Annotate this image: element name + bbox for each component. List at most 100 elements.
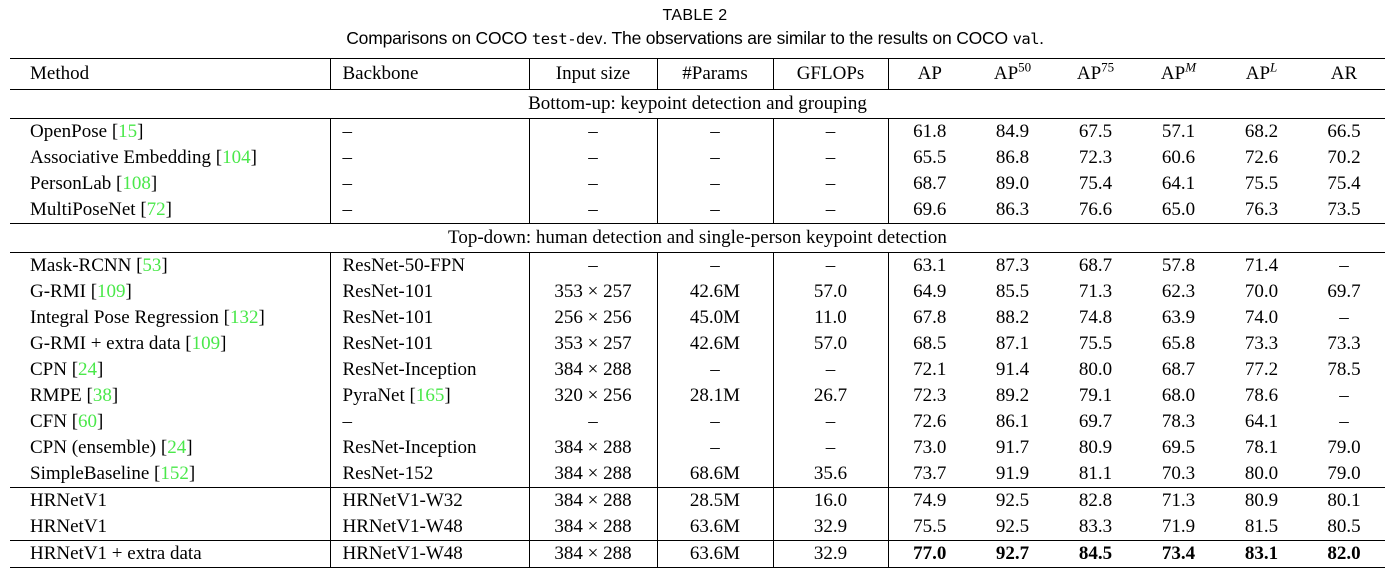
cell-input-size: – <box>529 252 658 279</box>
citation-link[interactable]: 109 <box>191 333 221 355</box>
citation-link[interactable]: 53 <box>142 255 162 277</box>
cell-metric: 71.3 <box>1137 487 1220 514</box>
backbone-name: ResNet-152 <box>342 463 434 485</box>
cell-metric: 89.0 <box>995 173 1030 195</box>
cell-params: 63.6M <box>657 514 774 541</box>
cell-metric: 82.8 <box>1054 487 1137 514</box>
method-name: G-RMI + extra data <box>30 333 181 355</box>
citation-link[interactable]: 38 <box>92 385 112 407</box>
cell-metric: 67.8 <box>913 307 947 329</box>
backbone-name: ResNet-101 <box>342 281 434 303</box>
cell-gflops: 32.9 <box>773 514 889 541</box>
cell-method: Integral Pose Regression [132] <box>10 305 331 331</box>
backbone-name: – <box>342 411 353 433</box>
cell-metric: 89.2 <box>995 385 1030 407</box>
cell-metric: 69.6 <box>913 199 947 221</box>
citation-link[interactable]: 24 <box>167 437 187 459</box>
cell-input-size: – <box>529 197 658 224</box>
citation-link[interactable]: 104 <box>222 147 251 169</box>
cell-metric: 66.5 <box>1303 118 1385 145</box>
cell-metric: 63.9 <box>1161 307 1196 329</box>
table-header: Method Backbone Input size #Params GFLOPs AP A… <box>10 58 1385 90</box>
cell-gflops: 57.0 <box>773 331 889 357</box>
citation-link[interactable]: 60 <box>78 411 98 433</box>
table-row: G-RMI + extra data [109] ResNet-101 353 × … <box>10 331 1385 357</box>
cell-gflops: 11.0 <box>773 305 889 331</box>
cell-metric: 70.3 <box>1161 463 1196 485</box>
cell-metric: 75.5 <box>1244 173 1279 195</box>
cell-params: 45.0M <box>657 305 774 331</box>
backbone-name: ResNet-50-FPN <box>342 255 465 277</box>
method-name: SimpleBaseline <box>30 463 150 485</box>
cell-metric: 64.9 <box>913 281 947 303</box>
cell-method: G-RMI [109] <box>10 279 331 305</box>
cell-metric: 91.9 <box>995 463 1030 485</box>
citation-link[interactable]: 152 <box>160 463 189 485</box>
cell-metric: 73.0 <box>913 437 947 459</box>
cell-metric: 73.3 <box>1244 333 1279 355</box>
cell-metric: 73.3 <box>1327 333 1361 355</box>
cell-metric: 76.3 <box>1244 199 1279 221</box>
cell-metric: 73.4 <box>1137 540 1220 568</box>
table-body: Bottom-up: keypoint detection and groupi… <box>10 89 1385 568</box>
method-name: HRNetV1 + extra data <box>30 543 202 565</box>
column-header: GFLOPs <box>773 58 889 90</box>
cell-metric: 87.3 <box>971 252 1054 279</box>
cell-params: – <box>657 252 774 279</box>
cell-backbone: – <box>330 118 530 145</box>
citation-link[interactable]: 24 <box>78 359 98 381</box>
cell-params: – <box>657 409 774 435</box>
column-header: Input size <box>529 58 658 90</box>
cell-gflops: 26.7 <box>773 383 889 409</box>
cell-backbone: PyraNet [165] <box>330 383 530 409</box>
cell-metric: 74.0 <box>1244 307 1279 329</box>
cell-gflops: – <box>773 357 889 383</box>
citation-link[interactable]: 108 <box>122 173 151 195</box>
table-row: CPN (ensemble) [24] ResNet-Inception 384 ×… <box>10 435 1385 461</box>
citation-link[interactable]: 15 <box>118 121 138 143</box>
cell-metric: 86.8 <box>995 147 1030 169</box>
cell-metric: 78.6 <box>1244 385 1279 407</box>
column-header: AP <box>888 58 971 90</box>
citation-link[interactable]: 72 <box>146 199 166 221</box>
section-header: Bottom-up: keypoint detection and groupi… <box>10 89 1385 119</box>
cell-method: G-RMI + extra data [109] <box>10 331 331 357</box>
cell-gflops: 35.6 <box>773 461 889 488</box>
cell-method: CPN (ensemble) [24] <box>10 435 331 461</box>
citation-link[interactable]: 165 <box>415 385 445 407</box>
column-header: #Params <box>657 58 774 90</box>
cell-input-size: – <box>529 171 658 197</box>
table-row: Mask-RCNN [53] ResNet-50-FPN – – –63.1 87.3 68… <box>10 252 1385 279</box>
code-text: val <box>1012 30 1040 48</box>
cell-metric: 88.2 <box>995 307 1030 329</box>
cell-metric: 68.5 <box>913 333 947 355</box>
cell-metric: 64.1 <box>1244 411 1279 433</box>
cell-input-size: 384 × 288 <box>529 461 658 488</box>
cell-metric: 72.3 <box>913 385 947 407</box>
cell-input-size: 353 × 257 <box>529 279 658 305</box>
cell-gflops: – <box>773 197 889 224</box>
cell-metric: 83.1 <box>1220 540 1303 568</box>
table-row: G-RMI [109] ResNet-101 353 × 257 42.6M 57.0 6… <box>10 279 1385 305</box>
section-header: Top-down: human detection and single-per… <box>10 223 1385 253</box>
cell-metric: 72.1 <box>913 359 947 381</box>
cell-metric: 79.1 <box>1078 385 1113 407</box>
cell-input-size: 256 × 256 <box>529 305 658 331</box>
column-header: APL <box>1220 58 1303 90</box>
citation-link[interactable]: 109 <box>97 281 126 303</box>
citation-link[interactable]: 132 <box>229 307 259 329</box>
cell-metric: 68.7 <box>1161 359 1196 381</box>
method-name: CPN <box>30 359 67 381</box>
table-row: OpenPose [15] – – – –61.8 84.9 67.5 57.1 68.2 66.… <box>10 118 1385 145</box>
backbone-name: ResNet-Inception <box>342 437 477 459</box>
backbone-name: HRNetV1-W48 <box>342 543 463 565</box>
table-caption-label: TABLE 2 <box>662 7 728 24</box>
table-row: SimpleBaseline [152] ResNet-152 384 × 288 6… <box>10 461 1385 488</box>
cell-metric: 77.0 <box>888 540 971 568</box>
cell-metric: 69.7 <box>1327 281 1361 303</box>
table-row: Associative Embedding [104] – – – –65.5 86.8 7… <box>10 145 1385 171</box>
cell-metric: 75.4 <box>1078 173 1113 195</box>
cell-metric: – <box>1303 252 1385 279</box>
cell-metric: 75.5 <box>913 516 947 538</box>
cell-gflops: 16.0 <box>773 487 889 514</box>
